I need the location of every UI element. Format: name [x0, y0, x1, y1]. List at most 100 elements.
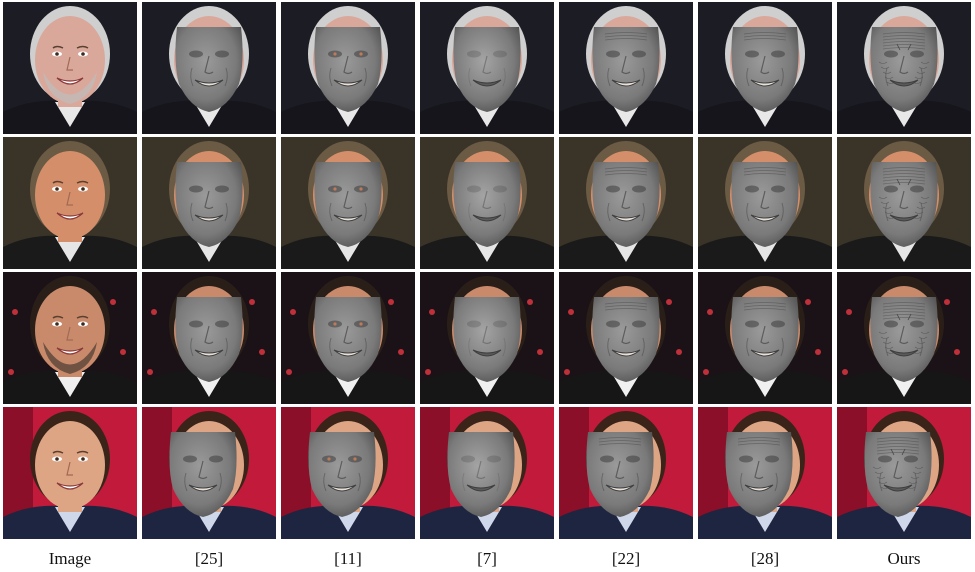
mesh-wrinkle	[876, 446, 920, 449]
mesh-eye-right	[632, 50, 646, 58]
mesh-nose	[621, 190, 631, 210]
column-label: Image	[48, 549, 92, 568]
shirt-collar	[55, 237, 85, 262]
mesh-wrinkle	[882, 314, 926, 317]
mesh-eye-left	[467, 50, 481, 58]
mesh-face	[175, 297, 243, 382]
reconstruction-r2-c3	[281, 137, 415, 269]
mesh-face	[314, 162, 382, 247]
mesh-wrinkle	[743, 170, 787, 173]
mesh-nose	[899, 325, 909, 345]
mesh-nose	[204, 55, 214, 75]
face-image	[281, 272, 415, 404]
reconstruction-r1-c7	[837, 2, 971, 134]
mesh-wrinkle	[876, 452, 920, 455]
mesh-wrinkle	[743, 167, 787, 170]
column-labels: Image [25] [11] [7] [22] [28] Ours	[3, 548, 972, 570]
mesh-wrinkle	[604, 38, 648, 41]
mesh-eye-right	[904, 455, 918, 463]
mesh-wrinkle	[598, 440, 642, 443]
face-image	[281, 407, 415, 539]
mesh-eye-left	[884, 50, 898, 58]
mesh-mouth	[194, 214, 224, 222]
mesh-wrinkle	[876, 437, 920, 440]
mesh-mouth	[472, 214, 502, 222]
mouth	[56, 482, 84, 490]
mesh-wrinkle	[882, 170, 926, 173]
mesh-mouth	[750, 79, 780, 87]
mesh-eye-left	[461, 455, 475, 463]
head	[35, 421, 105, 509]
reconstruction-r3-c3	[281, 272, 415, 404]
mesh-eye-right	[910, 320, 924, 328]
mesh-eye-right	[765, 455, 779, 463]
mesh-nose	[899, 190, 909, 210]
mesh-wrinkle	[882, 38, 926, 41]
mesh-wrinkle	[876, 440, 920, 443]
mesh-wrinkle	[876, 449, 920, 452]
mesh-wrinkle	[882, 173, 926, 176]
mesh-eye-right	[626, 455, 640, 463]
mesh-eye-right	[493, 185, 507, 193]
mesh-wrinkle	[598, 437, 642, 440]
mesh-eye-right	[771, 320, 785, 328]
mesh-nose	[204, 190, 214, 210]
mesh-nose	[760, 190, 770, 210]
mesh-mouth	[611, 79, 641, 87]
mesh-wrinkle	[604, 170, 648, 173]
mesh-nose	[476, 460, 486, 480]
mesh-wrinkle	[737, 437, 781, 440]
input-photo-r2-c1	[3, 137, 137, 269]
mesh-face	[453, 27, 521, 112]
mesh-nose	[343, 325, 353, 345]
mesh-eye-left	[183, 455, 197, 463]
mesh-eye-left	[189, 320, 203, 328]
reconstruction-r4-c6	[698, 407, 832, 539]
face-image	[281, 137, 415, 269]
mesh-wrinkle	[882, 182, 926, 185]
mesh-wrinkle	[882, 41, 926, 44]
shirt-collar	[55, 507, 85, 532]
face-image	[281, 2, 415, 134]
reconstruction-r4-c3	[281, 407, 415, 539]
face-image	[420, 137, 554, 269]
mesh-eye-left	[745, 50, 759, 58]
reconstruction-r4-c5	[559, 407, 693, 539]
mesh-wrinkle	[743, 38, 787, 41]
mesh-face	[175, 162, 243, 247]
face-image	[559, 2, 693, 134]
mesh-face	[731, 297, 799, 382]
head	[35, 286, 105, 374]
face-image	[142, 137, 276, 269]
reconstruction-r2-c5	[559, 137, 693, 269]
mesh-mouth	[750, 214, 780, 222]
face-reconstruction-grid	[3, 2, 972, 542]
mesh-face	[314, 27, 382, 112]
mouth	[56, 212, 84, 220]
mesh-eye-left	[884, 185, 898, 193]
reconstruction-r4-c7	[837, 407, 971, 539]
mesh-nose	[482, 55, 492, 75]
mesh-eye-left	[189, 185, 203, 193]
mesh-mouth	[611, 349, 641, 357]
mesh-mouth	[194, 79, 224, 87]
mesh-eye-right	[771, 50, 785, 58]
reconstruction-r2-c6	[698, 137, 832, 269]
mesh-eye-left	[467, 185, 481, 193]
mesh-wrinkle	[604, 167, 648, 170]
reconstruction-r1-c3	[281, 2, 415, 134]
mesh-mouth	[889, 349, 919, 357]
reconstruction-r3-c2	[142, 272, 276, 404]
mesh-face	[169, 432, 237, 517]
mesh-eye-left	[606, 185, 620, 193]
reconstruction-r1-c5	[559, 2, 693, 134]
mesh-wrinkle	[882, 176, 926, 179]
mesh-nose	[760, 325, 770, 345]
mesh-mouth	[333, 214, 363, 222]
mesh-wrinkle	[882, 302, 926, 305]
face-image	[420, 272, 554, 404]
face-image	[698, 407, 832, 539]
mesh-face	[731, 27, 799, 112]
column-label: Ours	[887, 549, 921, 568]
mesh-nose	[343, 55, 353, 75]
